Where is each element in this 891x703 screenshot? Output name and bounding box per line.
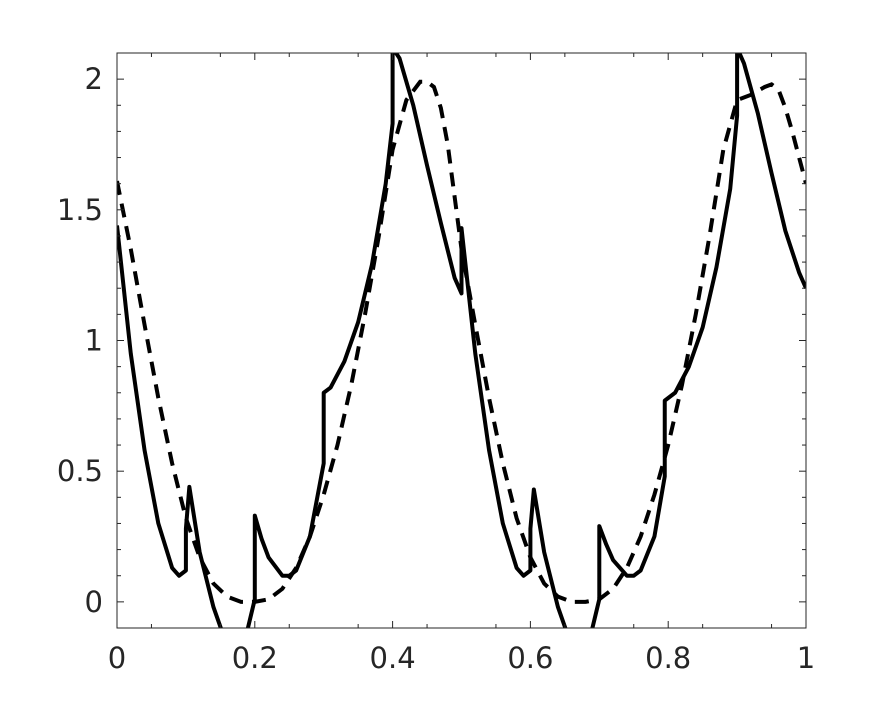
x-tick-label: 0.6 [507,641,553,675]
tick-marks [116,53,807,628]
y-axis-tick-labels: 0 0.5 1 1.5 2 [57,62,103,619]
y-tick-label: 1 [85,324,103,358]
plot-area-frame [116,52,807,629]
series-layer [117,53,806,628]
series-line-2-dashed [117,79,806,604]
y-tick-label: 2 [85,62,103,96]
x-tick-label: 0.8 [645,641,691,675]
x-tick-label: 0.4 [370,641,416,675]
x-axis-tick-labels: 0 0.2 0.4 0.6 0.8 1 [108,641,815,675]
y-tick-label: 1.5 [57,193,103,227]
x-tick-label: 1 [797,641,815,675]
y-tick-label: 0.5 [57,454,103,488]
x-tick-label: 0.2 [232,641,278,675]
y-tick-label: 0 [85,585,103,619]
series-line-1-solid [117,53,806,628]
x-tick-label: 0 [108,641,126,675]
